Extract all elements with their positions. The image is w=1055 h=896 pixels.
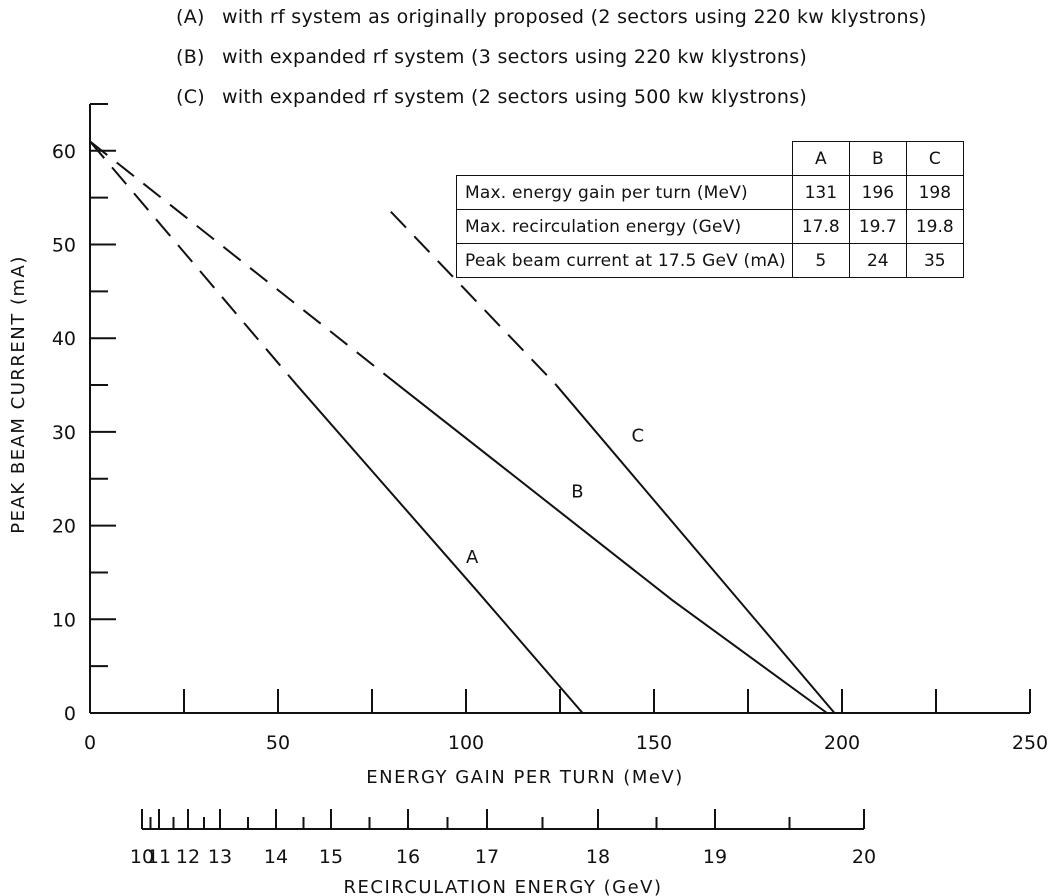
table-row: Max. energy gain per turn (MeV) 131 196 … bbox=[456, 175, 964, 210]
secondary-tick-label: 12 bbox=[176, 846, 200, 868]
table-row: Peak beam current at 17.5 GeV (mA) 5 24 … bbox=[456, 243, 964, 278]
table-corner bbox=[457, 142, 793, 176]
x-tick-label: 250 bbox=[1012, 732, 1048, 754]
secondary-tick-label: 18 bbox=[586, 846, 610, 868]
secondary-tick-label: 11 bbox=[147, 846, 171, 868]
table-cell: 24 bbox=[848, 243, 907, 278]
y-tick-label: 30 bbox=[52, 422, 76, 444]
table-cell: 198 bbox=[905, 175, 964, 210]
series-c-label: C bbox=[631, 425, 644, 446]
secondary-tick-label: 17 bbox=[475, 846, 499, 868]
table-cell: 35 bbox=[905, 243, 964, 278]
legend-text: with rf system as originally proposed (2… bbox=[222, 6, 927, 28]
table-row-label: Peak beam current at 17.5 GeV (mA) bbox=[456, 243, 793, 278]
y-axis-title: PEAK BEAM CURRENT (mA) bbox=[8, 255, 29, 534]
legend-key: (C) bbox=[176, 86, 205, 108]
legend-key: (B) bbox=[176, 46, 205, 68]
table-cell: 131 bbox=[791, 175, 850, 210]
y-tick-label: 60 bbox=[52, 141, 76, 163]
table-col-a: A bbox=[791, 141, 850, 176]
x-tick-label: 200 bbox=[824, 732, 860, 754]
series-b-label: B bbox=[571, 481, 583, 502]
y-tick-label: 50 bbox=[52, 235, 76, 257]
summary-table: A B C Max. energy gain per turn (MeV) 13… bbox=[456, 141, 964, 278]
legend-text: with expanded rf system (2 sectors using… bbox=[222, 86, 808, 108]
y-tick-label: 0 bbox=[64, 703, 76, 725]
table-cell: 19.7 bbox=[848, 209, 907, 244]
series-c-line bbox=[555, 384, 836, 714]
secondary-tick-label: 10 bbox=[130, 846, 154, 868]
secondary-axis-title: RECIRCULATION ENERGY (GeV) bbox=[344, 877, 663, 896]
legend-item-c: (C) with expanded rf system (2 sectors us… bbox=[176, 86, 807, 108]
table-cell: 17.8 bbox=[791, 209, 850, 244]
legend-item-b: (B) with expanded rf system (3 sectors us… bbox=[176, 46, 807, 68]
x-tick-label: 150 bbox=[636, 732, 672, 754]
x-axis-title: ENERGY GAIN PER TURN (MeV) bbox=[366, 767, 684, 788]
series-a-label: A bbox=[466, 547, 479, 568]
secondary-tick-label: 15 bbox=[319, 846, 343, 868]
table-cell: 19.8 bbox=[905, 209, 964, 244]
x-tick-label: 50 bbox=[266, 732, 290, 754]
secondary-tick-label: 13 bbox=[208, 846, 232, 868]
table-cell: 5 bbox=[791, 243, 850, 278]
series-c-dashed bbox=[390, 211, 557, 386]
series-a-line bbox=[296, 384, 584, 714]
secondary-tick-label: 16 bbox=[396, 846, 420, 868]
table-row-label: Max. recirculation energy (GeV) bbox=[456, 209, 793, 244]
table-header-row: A B C bbox=[457, 141, 964, 176]
series-a-dashed bbox=[89, 140, 298, 386]
series-b-line bbox=[397, 384, 828, 714]
secondary-tick-label: 14 bbox=[264, 846, 288, 868]
table-col-c: C bbox=[905, 141, 964, 176]
secondary-tick-label: 19 bbox=[703, 846, 727, 868]
legend-text: with expanded rf system (3 sectors using… bbox=[222, 46, 808, 68]
y-tick-label: 10 bbox=[52, 609, 76, 631]
secondary-tick-label: 20 bbox=[852, 846, 876, 868]
series-b-dashed bbox=[89, 140, 399, 386]
x-tick-label: 100 bbox=[448, 732, 484, 754]
table-col-b: B bbox=[848, 141, 907, 176]
x-tick-label: 0 bbox=[84, 732, 96, 754]
table-cell: 196 bbox=[848, 175, 907, 210]
legend-key: (A) bbox=[176, 6, 205, 28]
legend-item-a: (A) with rf system as originally proposed… bbox=[176, 6, 927, 28]
y-tick-label: 40 bbox=[52, 328, 76, 350]
table-row: Max. recirculation energy (GeV) 17.8 19.… bbox=[456, 209, 964, 244]
table-row-label: Max. energy gain per turn (MeV) bbox=[456, 175, 793, 210]
y-tick-label: 20 bbox=[52, 516, 76, 538]
